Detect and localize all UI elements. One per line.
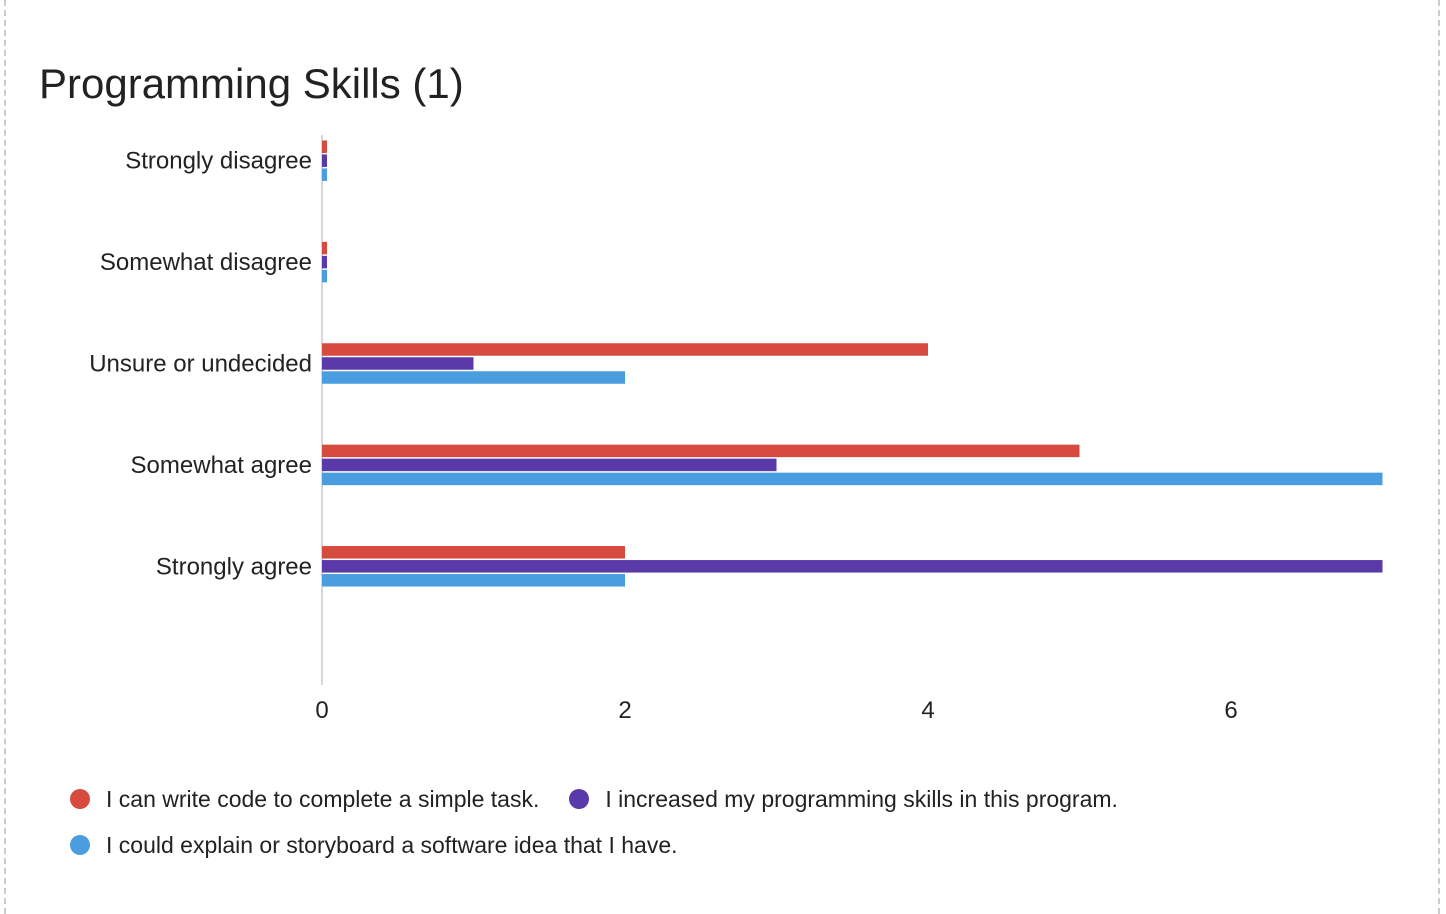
x-tick-label: 0 [315,697,328,724]
bar[interactable] [322,371,625,384]
category-label: Strongly disagree [125,148,312,175]
bar[interactable] [322,444,1080,458]
bar[interactable] [322,140,327,153]
x-tick-label: 6 [1224,697,1237,724]
bar[interactable] [322,168,327,181]
bar[interactable] [322,472,1383,486]
legend-item-series-3[interactable]: I could explain or storyboard a software… [70,832,678,859]
chart-legend: I can write code to complete a simple ta… [70,776,1270,868]
chart-card: Programming Skills (1) Strongly disagree… [4,0,1440,914]
bar[interactable] [322,458,777,472]
bar[interactable] [322,546,625,559]
legend-dot-icon [70,835,90,855]
legend-label: I can write code to complete a simple ta… [106,785,540,812]
x-tick-label: 2 [618,697,631,724]
category-label: Unsure or undecided [89,351,312,378]
legend-row: I can write code to complete a simple ta… [70,776,1270,822]
x-tick-label: 4 [921,697,934,724]
legend-item-series-1[interactable]: I can write code to complete a simple ta… [70,786,539,813]
bar[interactable] [322,241,327,255]
legend-dot-icon [70,789,90,809]
category-label: Strongly agree [156,553,312,580]
category-label: Somewhat disagree [100,249,312,276]
legend-dot-icon [569,789,590,809]
bar[interactable] [322,574,625,587]
legend-item-series-2[interactable]: I increased my programming skills in thi… [569,786,1118,813]
bar[interactable] [322,269,327,283]
bar[interactable] [322,357,474,370]
category-label: Somewhat agree [131,452,312,479]
bar[interactable] [322,560,1383,573]
chart-title: Programming Skills (1) [39,60,464,107]
legend-row: I could explain or storyboard a software… [70,822,1270,868]
bar-chart: Strongly disagree Somewhat disagree Unsure… [89,135,1383,724]
bar[interactable] [322,255,327,269]
bar[interactable] [322,154,327,167]
legend-label: I could explain or storyboard a software… [106,831,678,858]
bar[interactable] [322,343,928,356]
legend-label: I increased my programming skills in thi… [605,785,1118,812]
